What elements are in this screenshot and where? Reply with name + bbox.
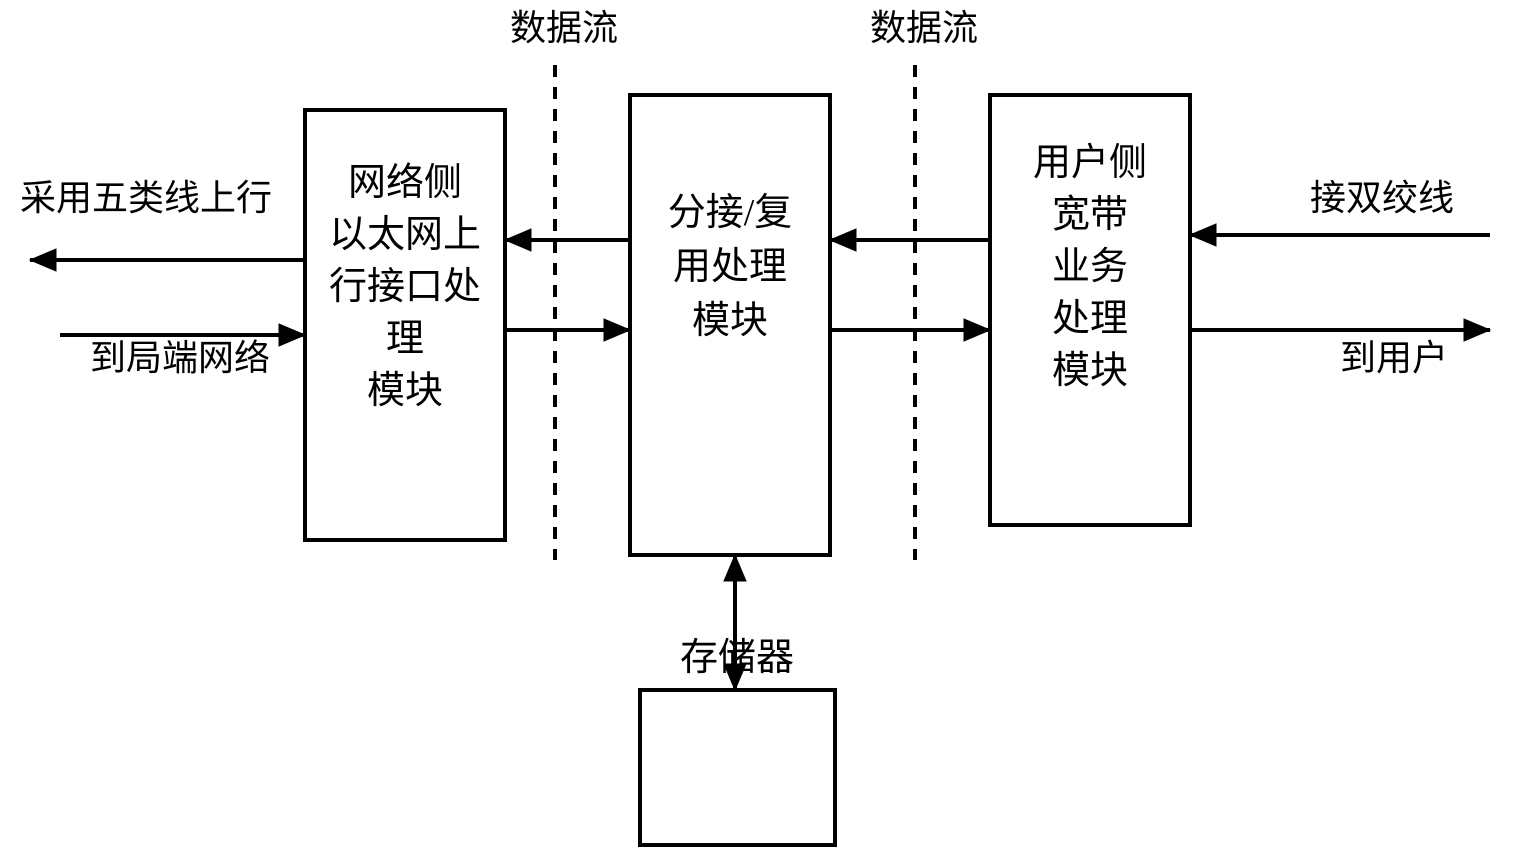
side-label-right_lower: 到用户	[1340, 338, 1448, 378]
user-label-line-2: 业务	[1052, 246, 1128, 288]
user-label-line-4: 模块	[1052, 350, 1128, 392]
network-label-line-4: 模块	[367, 370, 443, 412]
diagram-root: 数据流数据流网络侧以太网上行接口处理模块分接/复用处理模块用户侧宽带业务处理模块…	[0, 0, 1517, 852]
user-label-line-0: 用户侧	[1033, 142, 1147, 184]
side-label-left_upper: 采用五类线上行	[20, 178, 272, 218]
mux-label-line-2: 模块	[692, 300, 768, 342]
network-label-line-0: 网络侧	[348, 162, 462, 204]
top-label-right: 数据流	[870, 8, 978, 48]
user-label-line-1: 宽带	[1052, 194, 1128, 236]
mux-label-line-1: 用处理	[673, 246, 787, 288]
user-label-line-3: 处理	[1052, 298, 1128, 340]
mux-label-line-0: 分接/复	[668, 192, 793, 234]
top-label-left: 数据流	[510, 8, 618, 48]
side-label-left_lower: 到局端网络	[90, 338, 270, 378]
side-label-right_upper: 接双绞线	[1310, 178, 1454, 218]
network-label-line-3: 理	[386, 318, 424, 360]
network-label-line-2: 行接口处	[329, 266, 481, 308]
network-label-line-1: 以太网上	[329, 214, 481, 256]
